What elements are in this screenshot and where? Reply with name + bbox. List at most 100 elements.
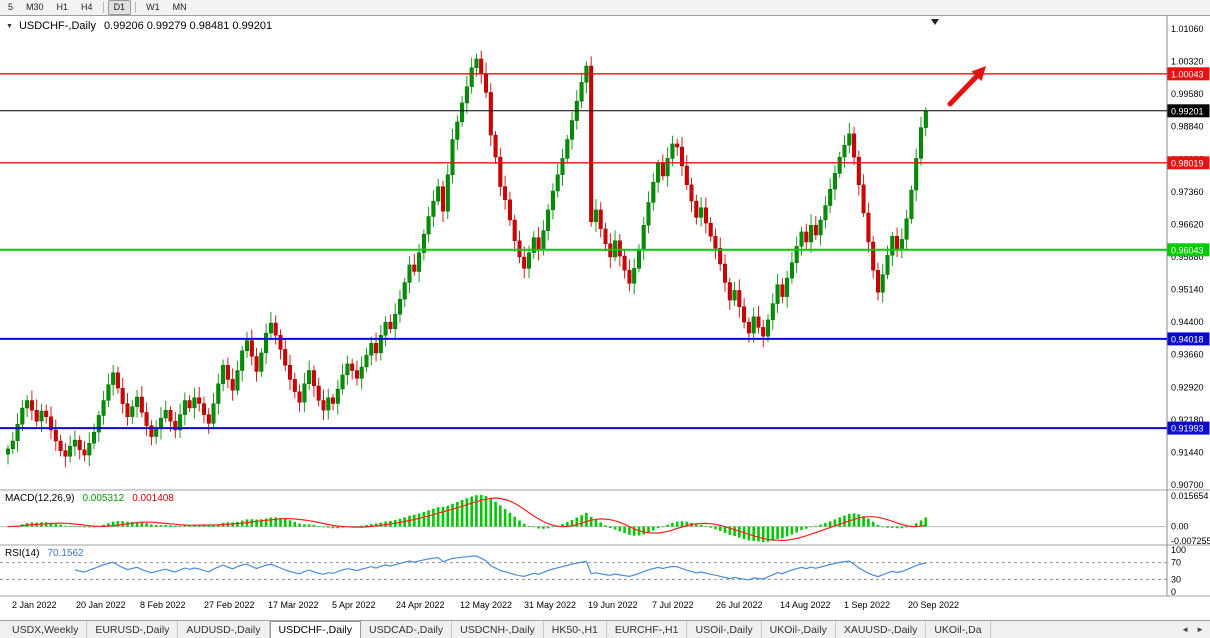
chart-tab-xauusd-daily[interactable]: XAUUSD-,Daily <box>836 621 927 638</box>
svg-text:70: 70 <box>1171 558 1181 568</box>
svg-text:30: 30 <box>1171 574 1181 584</box>
macd-main-value: 0.005312 <box>82 493 125 504</box>
chart-tab-ukoil-da[interactable]: UKOil-,Da <box>926 621 991 638</box>
rsi-line <box>74 555 926 581</box>
date-axis-labels[interactable]: 2 Jan 2022 20 Jan 2022 8 Feb 2022 27 Feb 20… <box>12 600 959 610</box>
chart-ohlc-values: 0.99206 0.99279 0.98481 0.99201 <box>103 20 273 32</box>
chart-tab-usdcnh-daily[interactable]: USDCNH-,Daily <box>452 621 544 638</box>
svg-text:0.94400: 0.94400 <box>1171 317 1204 327</box>
chart-symbol-label: USDCHF-,Daily <box>18 20 96 32</box>
svg-text:5 Apr 2022: 5 Apr 2022 <box>332 600 376 610</box>
period-button-w1[interactable]: W1 <box>146 2 160 12</box>
rsi-panel <box>0 555 1167 581</box>
rsi-label: RSI(14) <box>5 548 40 559</box>
trend-arrow[interactable] <box>947 66 986 107</box>
chart-tab-usdchf-daily[interactable]: USDCHF-,Daily <box>269 621 362 638</box>
timeframe-toolbar: 5 M30 H1 H4 D1 W1 MN <box>0 0 1210 16</box>
svg-text:0.99201: 0.99201 <box>1171 106 1204 116</box>
svg-text:100: 100 <box>1171 545 1186 555</box>
horizontal-levels[interactable]: 1.00043 0.99201 0.98019 0.96043 0.94018 0.919… <box>0 67 1210 435</box>
rsi-value: 70.1562 <box>47 548 84 559</box>
period-button-h1[interactable]: H1 <box>56 2 69 12</box>
macd-signal-line <box>7 497 926 542</box>
svg-text:0.98840: 0.98840 <box>1171 122 1204 132</box>
price-level-badge: 0.91993 <box>1167 421 1210 435</box>
period-button-mn[interactable]: MN <box>172 2 187 12</box>
tab-scroll-right-icon[interactable]: ► <box>1196 625 1204 634</box>
svg-text:0.95140: 0.95140 <box>1171 285 1204 295</box>
macd-signal-value: 0.001408 <box>132 493 174 504</box>
svg-text:0.91993: 0.91993 <box>1171 424 1204 434</box>
chart-shift-marker-icon <box>931 19 939 25</box>
svg-text:20 Jan 2022: 20 Jan 2022 <box>76 600 126 610</box>
macd-indicator-label: MACD(12,26,9) 0.005312 0.001408 <box>5 493 174 504</box>
svg-text:0.98019: 0.98019 <box>1171 158 1204 168</box>
svg-text:0.92180: 0.92180 <box>1171 415 1204 425</box>
chart-tab-hk50-h1[interactable]: HK50-,H1 <box>544 621 607 638</box>
chart-tab-usdx-weekly[interactable]: USDX,Weekly <box>4 621 88 638</box>
svg-text:0.90700: 0.90700 <box>1171 480 1204 490</box>
svg-text:14 Aug 2022: 14 Aug 2022 <box>780 600 831 610</box>
svg-text:19 Jun 2022: 19 Jun 2022 <box>588 600 638 610</box>
chart-tab-usoil-daily[interactable]: USOil-,Daily <box>687 621 762 638</box>
svg-text:0.96043: 0.96043 <box>1171 245 1204 255</box>
macd-label: MACD(12,26,9) <box>5 493 75 504</box>
svg-text:20 Sep 2022: 20 Sep 2022 <box>908 600 959 610</box>
chart-title: ▼ USDCHF-,Daily 0.99206 0.99279 0.98481 … <box>6 20 272 32</box>
chart-tab-eurchf-h1[interactable]: EURCHF-,H1 <box>607 621 688 638</box>
tab-scroll-left-icon[interactable]: ◄ <box>1181 625 1190 634</box>
macd-axis-labels[interactable]: 0.015654 0.00 -0.007255 <box>1171 491 1210 546</box>
chart-canvas[interactable]: 1.010601.003200.995800.988400.981000.973… <box>0 16 1210 620</box>
panel-frame <box>0 16 1210 597</box>
svg-text:26 Jul 2022: 26 Jul 2022 <box>716 600 763 610</box>
price-level-badge: 0.94018 <box>1167 332 1210 346</box>
svg-text:1.01060: 1.01060 <box>1171 24 1204 34</box>
price-level-badge: 0.98019 <box>1167 156 1210 170</box>
svg-text:2 Jan 2022: 2 Jan 2022 <box>12 600 57 610</box>
svg-text:31 May 2022: 31 May 2022 <box>524 600 576 610</box>
svg-text:7 Jul 2022: 7 Jul 2022 <box>652 600 694 610</box>
svg-text:8 Feb 2022: 8 Feb 2022 <box>140 600 186 610</box>
candlestick-series <box>5 50 928 468</box>
svg-text:0.015654: 0.015654 <box>1171 491 1209 501</box>
svg-text:0.00: 0.00 <box>1171 522 1189 532</box>
period-button-h4[interactable]: H4 <box>81 2 93 12</box>
toolbar-divider <box>135 2 137 13</box>
svg-text:0.92920: 0.92920 <box>1171 382 1204 392</box>
svg-text:27 Feb 2022: 27 Feb 2022 <box>204 600 255 610</box>
svg-text:0.97360: 0.97360 <box>1171 187 1204 197</box>
symbol-dropdown-icon[interactable]: ▼ <box>6 22 13 30</box>
svg-text:0: 0 <box>1171 587 1176 597</box>
svg-text:1.00320: 1.00320 <box>1171 57 1204 67</box>
rsi-axis-labels[interactable]: 100 70 30 0 <box>1171 545 1186 597</box>
chart-tab-audusd-daily[interactable]: AUDUSD-,Daily <box>178 621 270 638</box>
price-axis-labels[interactable]: 1.010601.003200.995800.988400.981000.973… <box>1171 24 1204 490</box>
svg-text:0.94018: 0.94018 <box>1171 334 1204 344</box>
svg-text:0.91440: 0.91440 <box>1171 447 1204 457</box>
period-button-m30[interactable]: M30 <box>26 2 44 12</box>
svg-text:1.00043: 1.00043 <box>1171 69 1204 79</box>
svg-text:1 Sep 2022: 1 Sep 2022 <box>844 600 890 610</box>
svg-text:24 Apr 2022: 24 Apr 2022 <box>396 600 445 610</box>
chart-tab-usdcad-daily[interactable]: USDCAD-,Daily <box>361 621 453 638</box>
period-button-d1[interactable]: D1 <box>107 0 132 15</box>
svg-text:0.93660: 0.93660 <box>1171 350 1204 360</box>
svg-text:0.95880: 0.95880 <box>1171 252 1204 262</box>
svg-text:12 May 2022: 12 May 2022 <box>460 600 512 610</box>
svg-text:0.96620: 0.96620 <box>1171 219 1204 229</box>
svg-text:17 Mar 2022: 17 Mar 2022 <box>268 600 319 610</box>
chart-tab-eurusd-daily[interactable]: EURUSD-,Daily <box>87 621 179 638</box>
tab-scroll-controls: ◄ ► <box>1175 621 1210 638</box>
price-level-badge: 0.96043 <box>1167 243 1210 257</box>
price-level-badge: 0.99201 <box>1167 104 1210 118</box>
rsi-indicator-label: RSI(14) 70.1562 <box>5 548 84 559</box>
svg-text:-0.007255: -0.007255 <box>1171 536 1210 546</box>
price-level-badge: 1.00043 <box>1167 67 1210 81</box>
chart-tab-ukoil-daily[interactable]: UKOil-,Daily <box>762 621 836 638</box>
chart-area: 1.010601.003200.995800.988400.981000.973… <box>0 16 1210 620</box>
toolbar-divider <box>102 2 104 13</box>
svg-text:0.99580: 0.99580 <box>1171 89 1204 99</box>
period-button-5[interactable]: 5 <box>8 2 14 12</box>
chart-tabs: USDX,Weekly EURUSD-,Daily AUDUSD-,Daily USD… <box>0 621 991 638</box>
chart-tabbar: USDX,Weekly EURUSD-,Daily AUDUSD-,Daily USD… <box>0 620 1210 638</box>
